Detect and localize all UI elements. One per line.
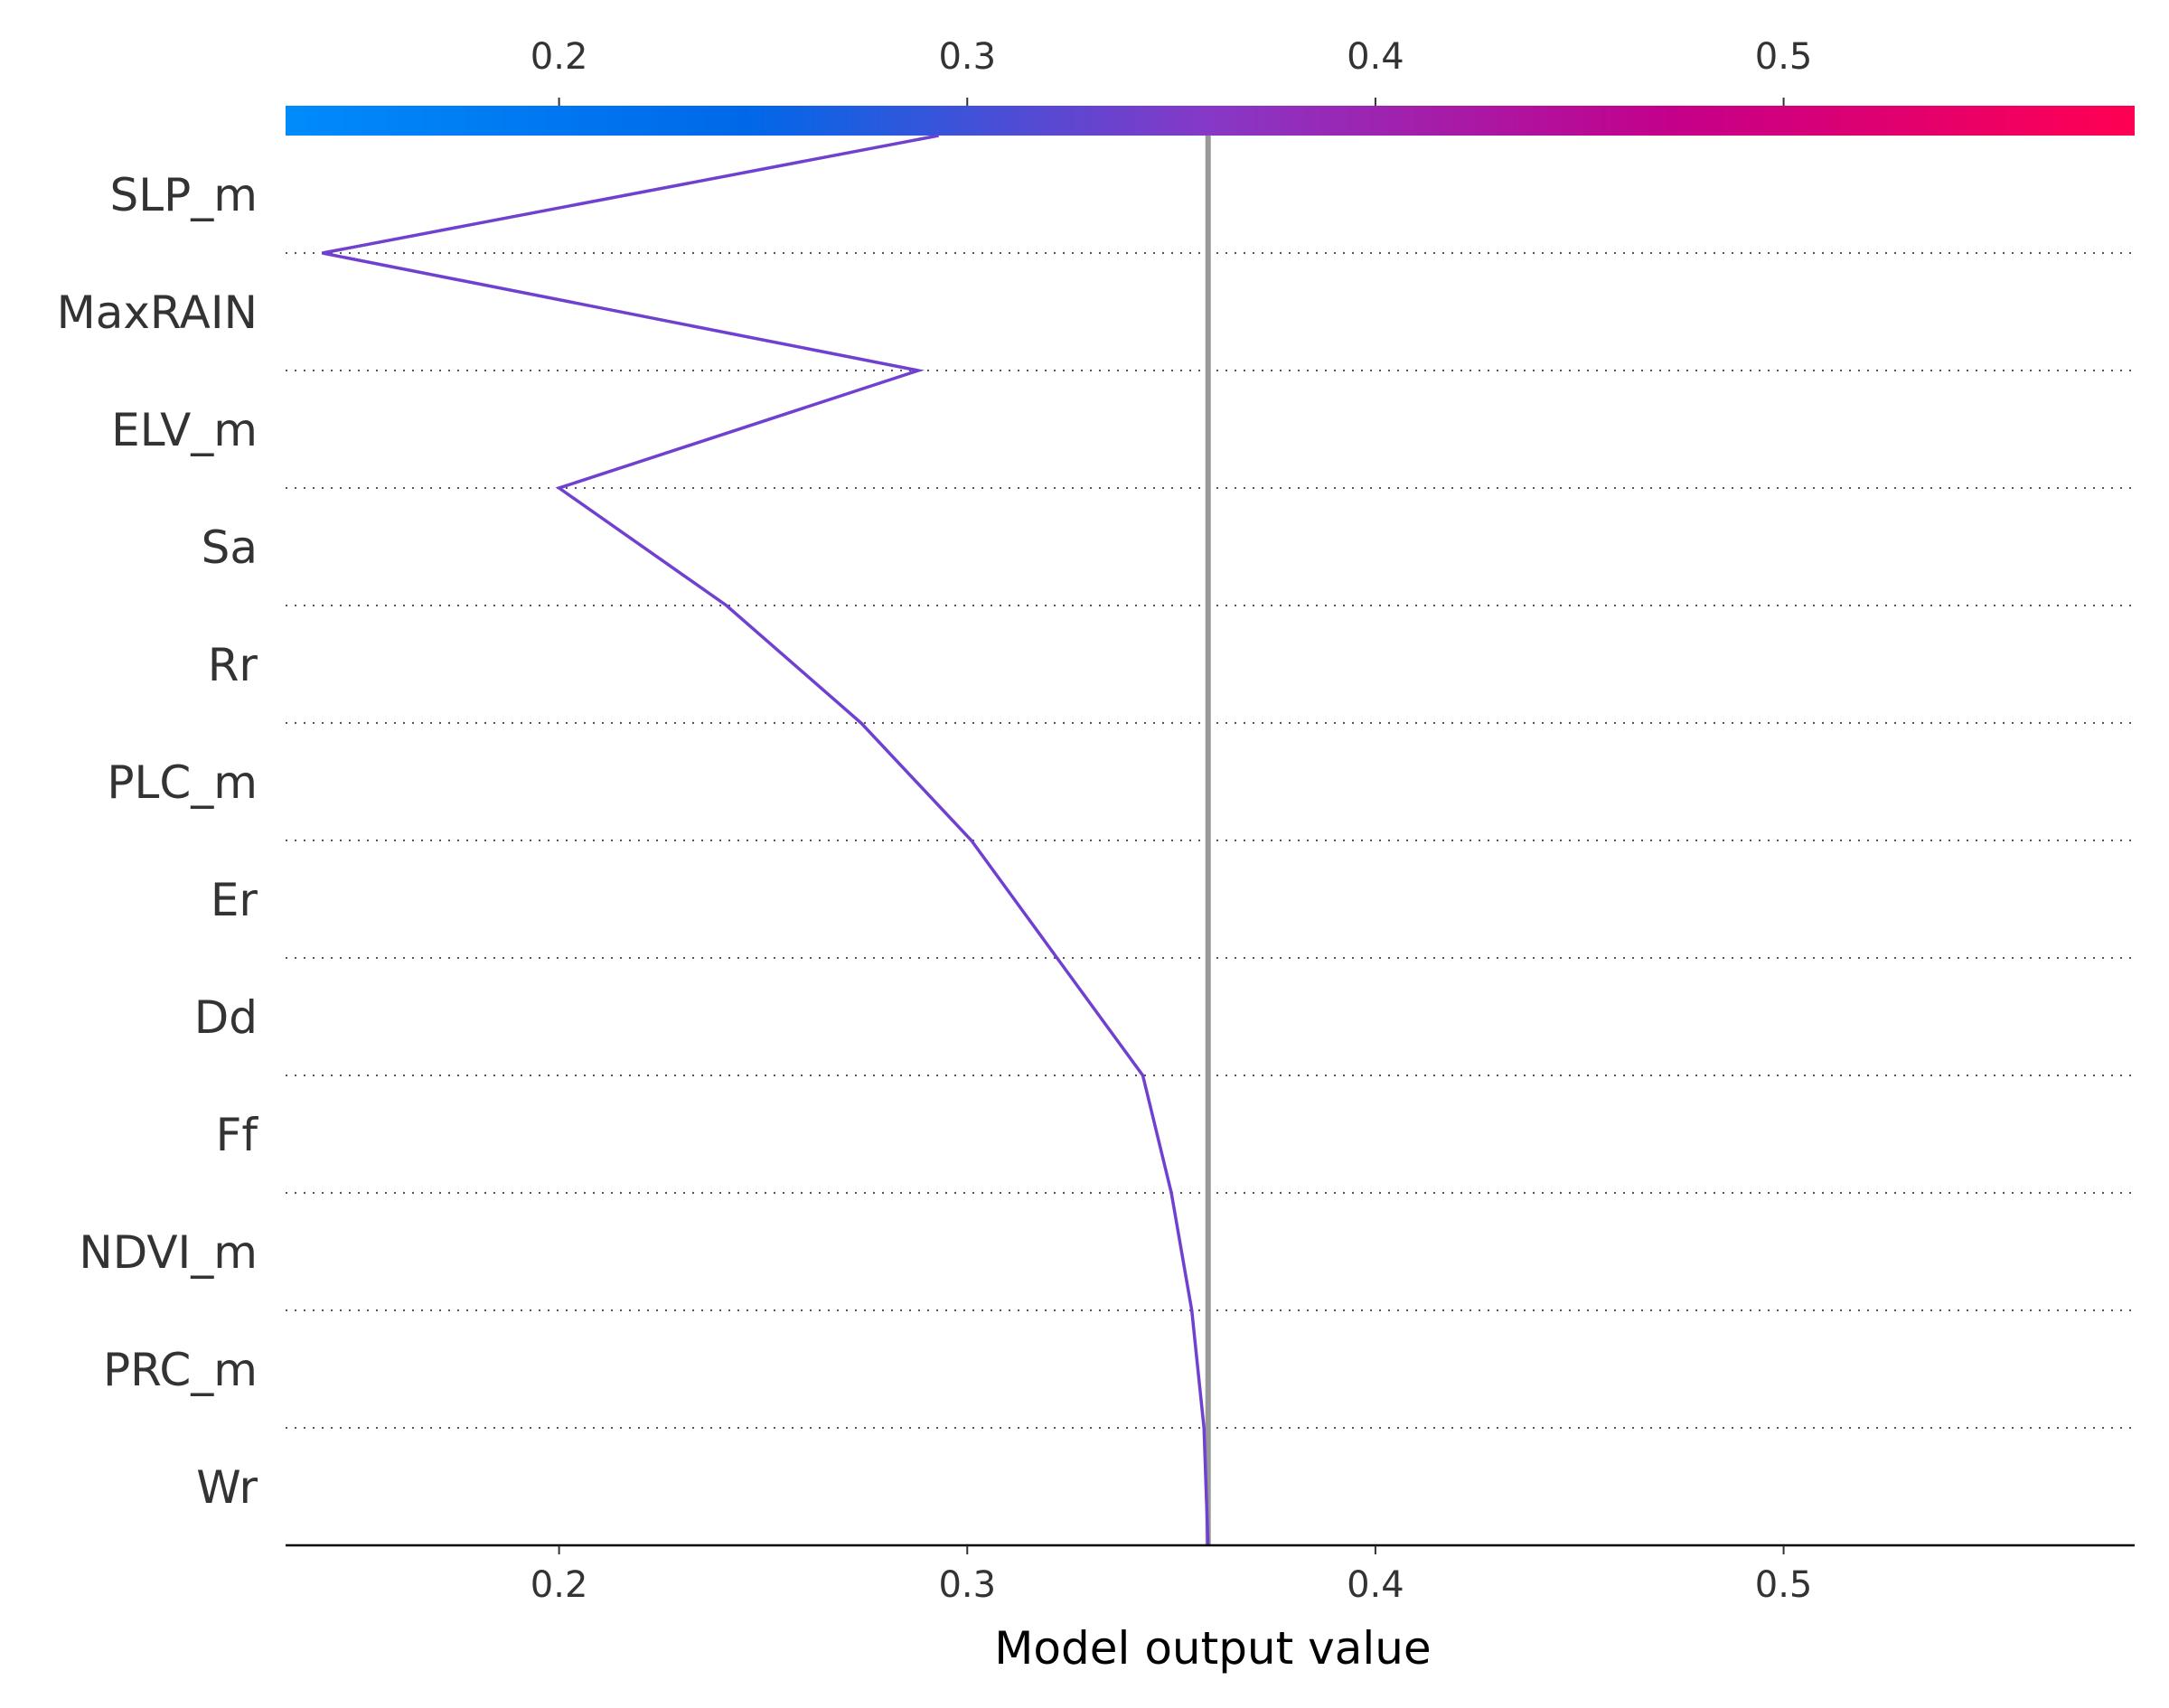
feature-label: Er	[211, 874, 258, 926]
bottom-tick-label: 0.5	[1755, 1564, 1813, 1606]
feature-label: MaxRAIN	[57, 286, 258, 339]
bottom-tick-label: 0.2	[531, 1564, 588, 1606]
top-axis-ticks: 0.2 0.3 0.4 0.5	[531, 36, 1813, 106]
x-axis-title: Model output value	[994, 1622, 1431, 1675]
bottom-axis-ticks: 0.2 0.3 0.4 0.5	[531, 1545, 1813, 1606]
bottom-tick-label: 0.4	[1347, 1564, 1404, 1606]
feature-label: PLC_m	[107, 756, 258, 809]
grid-lines	[286, 252, 2135, 1429]
feature-label: NDVI_m	[79, 1226, 258, 1279]
colorbar	[286, 106, 2135, 136]
feature-label: Sa	[202, 521, 258, 574]
top-tick-label: 0.5	[1755, 36, 1813, 78]
feature-label: Dd	[194, 991, 258, 1044]
feature-label: PRC_m	[103, 1344, 258, 1396]
top-tick-label: 0.4	[1347, 36, 1404, 78]
feature-label: Ff	[216, 1109, 259, 1161]
feature-label: ELV_m	[111, 404, 258, 456]
feature-labels: SLP_m MaxRAIN ELV_m Sa Rr PLC_m Er Dd Ff NDVI_m PR…	[57, 169, 259, 1514]
top-tick-label: 0.3	[938, 36, 996, 78]
feature-label: SLP_m	[110, 169, 258, 221]
feature-label: Rr	[208, 639, 258, 691]
feature-label: Wr	[196, 1461, 258, 1514]
top-tick-label: 0.2	[531, 36, 588, 78]
bottom-tick-label: 0.3	[938, 1564, 996, 1606]
decision-path-line	[322, 134, 1210, 1546]
